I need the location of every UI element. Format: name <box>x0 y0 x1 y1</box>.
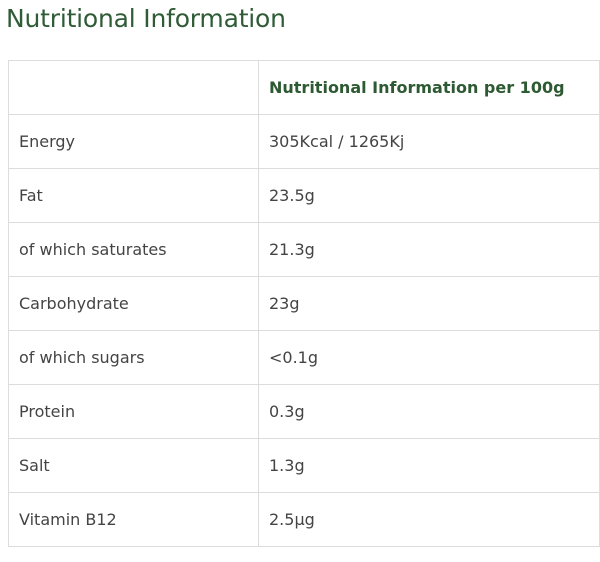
nutrient-value: 21.3g <box>258 222 600 277</box>
nutrition-table: Nutritional Information per 100g Energy 3… <box>8 60 600 547</box>
table-row: Energy 305Kcal / 1265Kj <box>8 114 600 169</box>
title: Nutritional Information <box>6 4 286 33</box>
nutrient-name: of which sugars <box>8 330 259 385</box>
nutrient-value: 1.3g <box>258 438 600 493</box>
table-body: Nutritional Information per 100g Energy 3… <box>8 60 600 547</box>
nutrient-name: Salt <box>8 438 259 493</box>
table-row: of which sugars <0.1g <box>8 330 600 385</box>
table-row: Salt 1.3g <box>8 438 600 493</box>
table-row: Protein 0.3g <box>8 384 600 439</box>
nutrient-value: 305Kcal / 1265Kj <box>258 114 600 169</box>
nutrient-value: 2.5µg <box>258 492 600 547</box>
nutrient-value: 23.5g <box>258 168 600 223</box>
table-row: of which saturates 21.3g <box>8 222 600 277</box>
nutrient-value: 0.3g <box>258 384 600 439</box>
nutrient-name: of which saturates <box>8 222 259 277</box>
nutrient-name: Vitamin B12 <box>8 492 259 547</box>
nutrient-name: Fat <box>8 168 259 223</box>
nutrient-value: 23g <box>258 276 600 331</box>
nutrient-value: <0.1g <box>258 330 600 385</box>
table-row: Vitamin B12 2.5µg <box>8 492 600 547</box>
nutrient-name: Carbohydrate <box>8 276 259 331</box>
table-row: Fat 23.5g <box>8 168 600 223</box>
header-row: Nutritional Information per 100g <box>8 60 600 115</box>
header-cell: Nutritional Information per 100g <box>258 60 600 115</box>
nutrient-name: Protein <box>8 384 259 439</box>
nutrient-name: Energy <box>8 114 259 169</box>
table-row: Carbohydrate 23g <box>8 276 600 331</box>
header-cell-empty <box>8 60 259 115</box>
